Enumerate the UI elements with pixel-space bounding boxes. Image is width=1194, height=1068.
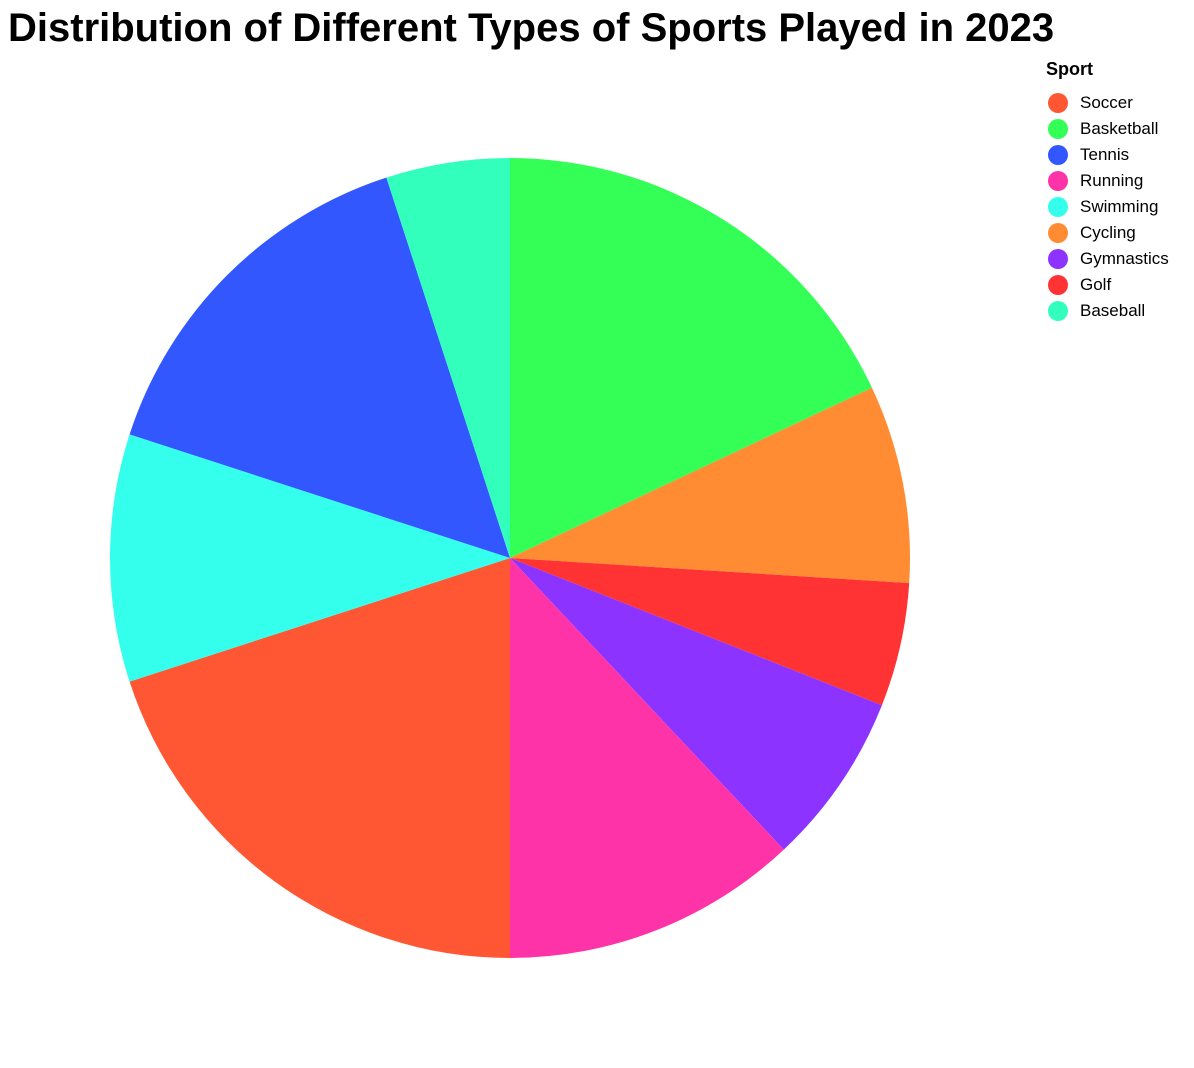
legend-swatch-icon [1048, 93, 1068, 113]
legend-item-cycling: Cycling [1046, 220, 1169, 246]
legend-items: Soccer Basketball Tennis Running Swimming Cyc… [1046, 90, 1169, 324]
legend-item-basketball: Basketball [1046, 116, 1169, 142]
legend-swatch-icon [1048, 171, 1068, 191]
legend-label: Tennis [1080, 145, 1130, 164]
legend-label: Baseball [1080, 301, 1146, 320]
legend-label: Swimming [1080, 197, 1159, 216]
chart-title: Distribution of Different Types of Sport… [8, 6, 1055, 50]
legend-item-baseball: Baseball [1046, 298, 1169, 324]
legend-swatch-icon [1048, 301, 1068, 321]
legend-swatch-icon [1048, 145, 1068, 165]
legend-label: Running [1080, 171, 1144, 190]
pie-slice-basketball [510, 158, 872, 558]
legend-label: Cycling [1080, 223, 1136, 242]
legend-item-gymnastics: Gymnastics [1046, 246, 1169, 272]
pie-slice-tennis [129, 177, 510, 558]
pie-slice-baseball [386, 158, 510, 558]
pie-slice-swimming [110, 434, 510, 682]
pie-slice-running [510, 558, 784, 958]
pie-slice-gymnastics [510, 558, 882, 850]
legend-item-running: Running [1046, 168, 1169, 194]
legend-label: Golf [1080, 275, 1112, 294]
legend-label: Soccer [1080, 93, 1133, 112]
legend: Sport Soccer Basketball Tennis Running Swimm… [1046, 58, 1169, 324]
legend-label: Gymnastics [1080, 249, 1169, 268]
legend-item-swimming: Swimming [1046, 194, 1169, 220]
legend-swatch-icon [1048, 275, 1068, 295]
legend-swatch-icon [1048, 249, 1068, 269]
legend-swatch-icon [1048, 197, 1068, 217]
pie-slice-cycling [510, 387, 910, 584]
legend-title: Sport [1046, 59, 1093, 79]
legend-item-golf: Golf [1046, 272, 1169, 298]
legend-swatch-icon [1048, 223, 1068, 243]
pie-slices [110, 158, 910, 958]
legend-item-tennis: Tennis [1046, 142, 1169, 168]
legend-item-soccer: Soccer [1046, 90, 1169, 116]
legend-label: Basketball [1080, 119, 1159, 138]
legend-swatch-icon [1048, 119, 1068, 139]
pie-slice-soccer [129, 558, 510, 958]
pie-slice-golf [510, 558, 910, 706]
